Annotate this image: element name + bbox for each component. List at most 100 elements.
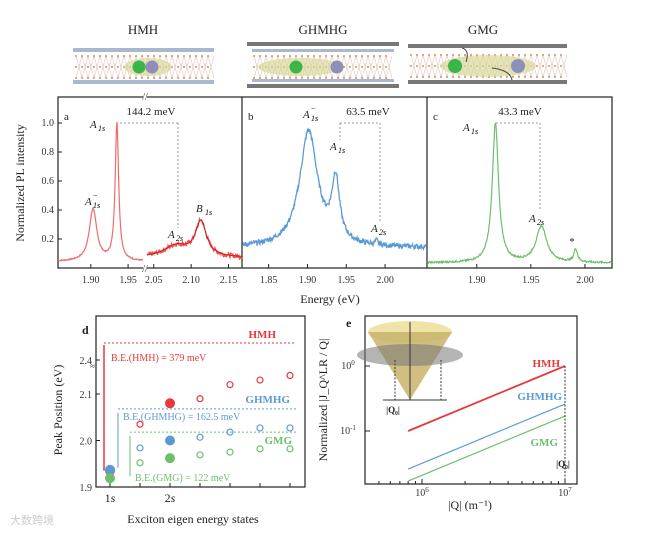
- pl-spectra-row: // // 1.90 1.95 2.05 2.10 2.15 1.85 1.90 1.95 2.…: [13, 92, 613, 306]
- lattice-atom: [524, 76, 526, 78]
- lattice-atom: [111, 55, 113, 57]
- lattice-atom: [105, 55, 107, 57]
- lattice-atom: [207, 66, 209, 68]
- lattice-atom: [325, 77, 327, 79]
- lattice-atom: [177, 66, 179, 68]
- lattice-bond: [253, 55, 261, 79]
- lattice-bond: [548, 54, 556, 78]
- lattice-bond: [207, 55, 215, 79]
- q0-marker-label: |Q₀|: [556, 459, 570, 469]
- lattice-atom: [410, 76, 412, 78]
- svg-text:2s: 2s: [379, 228, 386, 237]
- cone-inset: |Q₀|: [357, 321, 463, 415]
- x-tick-label: 2s: [165, 491, 176, 505]
- electron-sphere: [448, 59, 462, 73]
- lattice-atom: [542, 54, 544, 56]
- screening-arrow: [461, 47, 468, 63]
- lattice-atom: [141, 77, 143, 79]
- lattice-atom: [183, 66, 185, 68]
- lattice-atom: [259, 77, 261, 79]
- lattice-atom: [373, 55, 375, 57]
- axis-break: [143, 95, 147, 270]
- lattice-atom: [428, 76, 430, 78]
- lattice-bond: [81, 55, 89, 79]
- lattice-atom: [367, 77, 369, 79]
- lattice-bond: [355, 55, 363, 79]
- lattice-atom: [530, 76, 532, 78]
- lattice-atom: [542, 65, 544, 67]
- lattice-bond: [373, 55, 381, 79]
- lattice-atom: [319, 77, 321, 79]
- hole-sphere: [145, 60, 159, 74]
- lattice-atom: [410, 54, 412, 56]
- lattice-atom: [349, 66, 351, 68]
- lattice-atom: [367, 55, 369, 57]
- gap-label: 43.3 meV: [498, 106, 541, 118]
- spectrum-gmg: [427, 122, 612, 265]
- spectrum-hmh-high-fit: [146, 219, 243, 257]
- lattice-atom: [349, 77, 351, 79]
- lattice-atom: [265, 77, 267, 79]
- point-ghmhg: [196, 433, 204, 441]
- lattice-atom: [560, 65, 562, 67]
- lattice-atom: [452, 54, 454, 56]
- lattice-bond: [536, 54, 544, 78]
- lattice-atom: [536, 65, 538, 67]
- lattice-atom: [271, 77, 273, 79]
- lattice-atom: [123, 77, 125, 79]
- label-a-a1s: A 1s: [89, 119, 105, 133]
- svg-text:A: A: [370, 223, 378, 235]
- lattice-atom: [379, 55, 381, 57]
- lattice-atom: [385, 77, 387, 79]
- lattice-atom: [548, 76, 550, 78]
- series-label-ghmhg: GHMHG: [517, 391, 562, 403]
- point-ghmhg: [226, 428, 234, 436]
- lattice-atom: [434, 65, 436, 67]
- lattice-atom: [458, 76, 460, 78]
- lattice-atom: [530, 54, 532, 56]
- line-ghmhg: [407, 403, 566, 470]
- label-a-a2s: A 2s: [167, 229, 183, 243]
- lattice-atom: [554, 54, 556, 56]
- series-label-gmg: GMG: [265, 435, 293, 447]
- gap-label: 144.2 meV: [127, 106, 176, 118]
- lattice-atom: [518, 54, 520, 56]
- lattice-atom: [105, 77, 107, 79]
- lattice-atom: [81, 66, 83, 68]
- lattice-bond: [410, 54, 418, 78]
- lattice-bond: [183, 55, 191, 79]
- x-tick-label: 1s: [105, 491, 116, 505]
- lattice-atom: [416, 76, 418, 78]
- lattice-atom: [165, 77, 167, 79]
- lattice-atom: [207, 77, 209, 79]
- lattice-atom: [434, 76, 436, 78]
- hole-sphere: [330, 60, 344, 74]
- y-tick-label: 0.8: [42, 147, 55, 158]
- electron-sphere: [289, 60, 303, 74]
- axis-break-mark: //: [142, 92, 148, 103]
- screening-arrow: [491, 67, 513, 81]
- x-tick-label: 1.85: [260, 275, 278, 286]
- lattice-atom: [349, 55, 351, 57]
- lattice-atom: [422, 76, 424, 78]
- lattice-atom: [259, 55, 261, 57]
- point-ghmhg: [136, 444, 144, 452]
- point-hmh: [226, 381, 234, 389]
- lattice-bond: [171, 55, 179, 79]
- lattice-bond: [416, 54, 424, 78]
- lattice-atom: [331, 77, 333, 79]
- lattice-atom: [253, 55, 255, 57]
- panel-label: d: [82, 323, 89, 337]
- lattice-atom: [147, 77, 149, 79]
- x-tick-label: 2.15: [220, 275, 238, 286]
- svg-text:A: A: [84, 196, 92, 208]
- y-tick-label: 2.4: [80, 356, 93, 367]
- lattice-atom: [111, 66, 113, 68]
- point-gmg: [136, 459, 144, 467]
- y-tick-label: 2.0: [80, 437, 93, 448]
- lattice-atom: [470, 76, 472, 78]
- lattice-bond: [367, 55, 375, 79]
- lattice-atom: [87, 66, 89, 68]
